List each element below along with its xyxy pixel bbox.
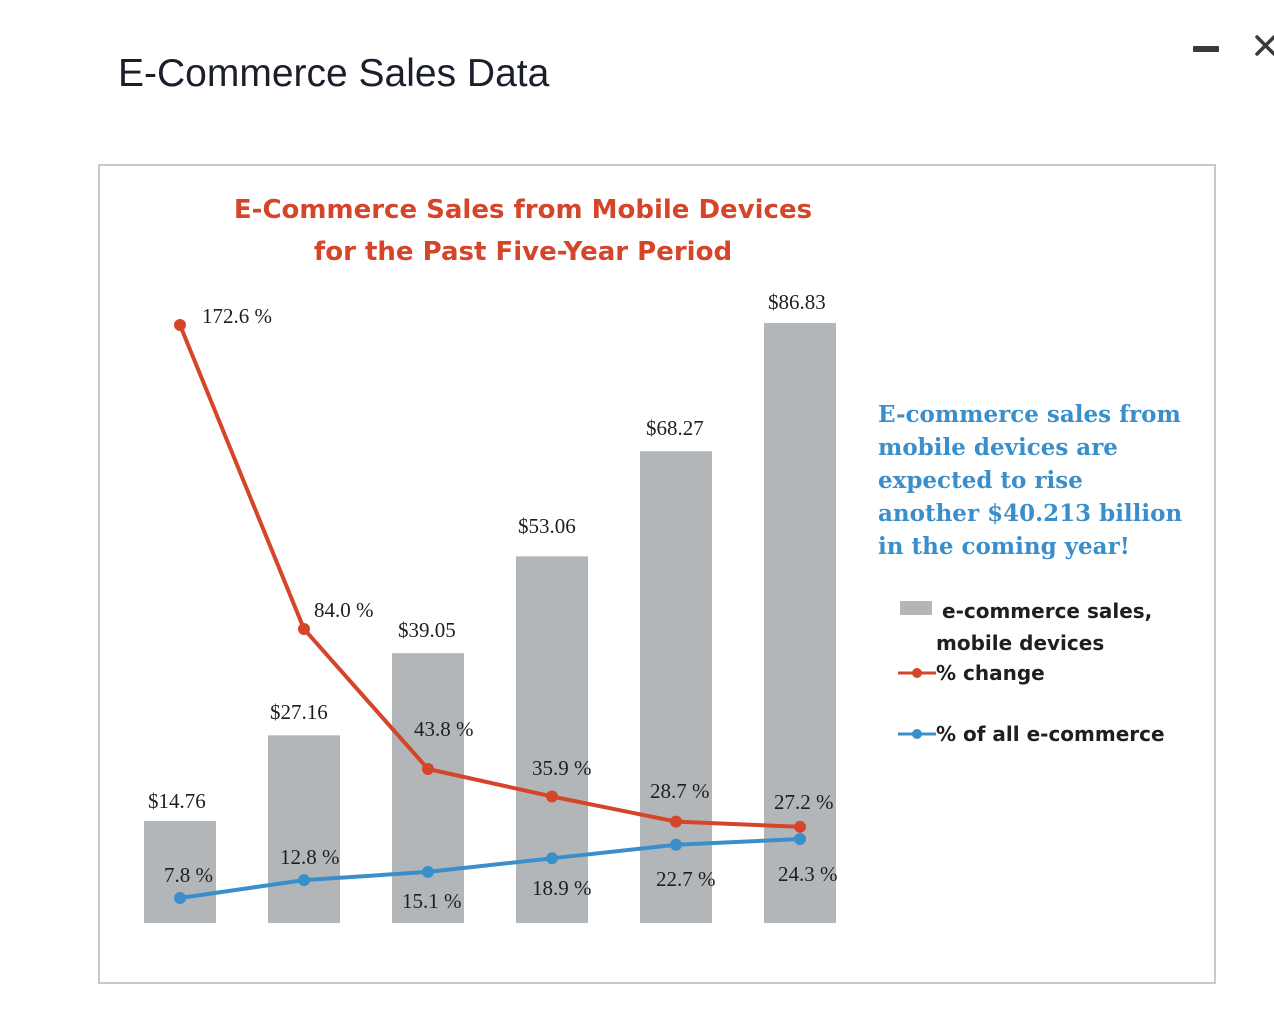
- change-line: [178, 324, 801, 829]
- legend-label-change: % change: [936, 661, 1045, 685]
- bar-value-label-4: $53.06: [518, 514, 576, 538]
- bar-value-label-2: $27.16: [270, 700, 328, 724]
- minimize-icon[interactable]: [1190, 36, 1222, 64]
- labels-layer: $14.76 $27.16 $39.05 $53.06 $68.27 $86.83 172.…: [148, 290, 838, 913]
- change-point-6: [794, 820, 806, 833]
- share-value-label-6: 24.3 %: [778, 862, 838, 886]
- share-value-label-5: 22.7 %: [656, 867, 716, 891]
- change-value-label-5: 28.7 %: [650, 779, 710, 803]
- share-point-3: [422, 865, 434, 878]
- legend-label-bars-line2: mobile devices: [936, 631, 1104, 655]
- annotation-line-4: another $40.213 billion: [878, 500, 1182, 527]
- share-value-label-4: 18.9 %: [532, 876, 592, 900]
- annotation-line-5: in the coming year!: [878, 533, 1130, 560]
- bar-value-label-3: $39.05: [398, 618, 456, 642]
- share-value-label-3: 15.1 %: [402, 889, 462, 913]
- share-point-6: [794, 833, 806, 845]
- chart-canvas: E-Commerce Sales from Mobile Devices for…: [144, 195, 1182, 923]
- share-line: [179, 837, 801, 900]
- bar-value-label-6: $86.83: [768, 290, 826, 314]
- annotation-layer: E-commerce sales from mobile devices are e…: [878, 401, 1182, 560]
- bar-5: [640, 451, 712, 923]
- bar-2: [268, 735, 340, 923]
- bar-3: [392, 653, 464, 923]
- annotation-line-1: E-commerce sales from: [878, 401, 1181, 428]
- close-icon[interactable]: [1252, 32, 1274, 60]
- bars-layer: [144, 323, 836, 923]
- change-value-label-1: 172.6 %: [202, 304, 272, 328]
- annotation-line-3: expected to rise: [878, 467, 1083, 494]
- bar-4: [516, 556, 588, 923]
- bar-value-label-1: $14.76: [148, 789, 206, 813]
- bar-value-label-5: $68.27: [646, 416, 704, 440]
- share-value-label-1: 7.8 %: [164, 863, 213, 887]
- change-value-label-4: 35.9 %: [532, 756, 592, 780]
- share-point-2: [298, 874, 310, 887]
- legend-swatch-bars: [900, 601, 932, 615]
- change-value-label-3: 43.8 %: [414, 717, 474, 741]
- change-point-3: [422, 763, 434, 775]
- change-value-label-6: 27.2 %: [774, 790, 834, 814]
- legend-swatch-share-dot: [912, 729, 922, 739]
- legend-swatch-change-dot: [912, 668, 922, 678]
- change-point-1: [174, 319, 186, 331]
- share-point-1: [174, 892, 186, 904]
- legend-label-bars-line1: e-commerce sales,: [942, 599, 1152, 623]
- bar-1: [144, 821, 216, 923]
- share-value-label-2: 12.8 %: [280, 845, 340, 869]
- legend-label-share: % of all e-commerce: [936, 722, 1165, 746]
- change-point-4: [546, 790, 558, 803]
- chart-subtitle: for the Past Five-Year Period: [314, 237, 732, 267]
- change-point-2: [298, 623, 310, 635]
- change-point-5: [670, 815, 682, 828]
- chart-title: E-Commerce Sales from Mobile Devices: [234, 195, 812, 225]
- share-point-5: [670, 838, 682, 851]
- annotation-line-2: mobile devices are: [878, 434, 1118, 461]
- change-value-label-2: 84.0 %: [314, 598, 374, 622]
- chart-figure: E-Commerce Sales from Mobile Devices for…: [98, 164, 1216, 984]
- legend-layer: e-commerce sales, mobile devices % change%…: [898, 599, 1165, 746]
- share-point-4: [546, 852, 558, 865]
- window-title: E-Commerce Sales Data: [118, 52, 550, 95]
- lines-layer: [174, 319, 806, 904]
